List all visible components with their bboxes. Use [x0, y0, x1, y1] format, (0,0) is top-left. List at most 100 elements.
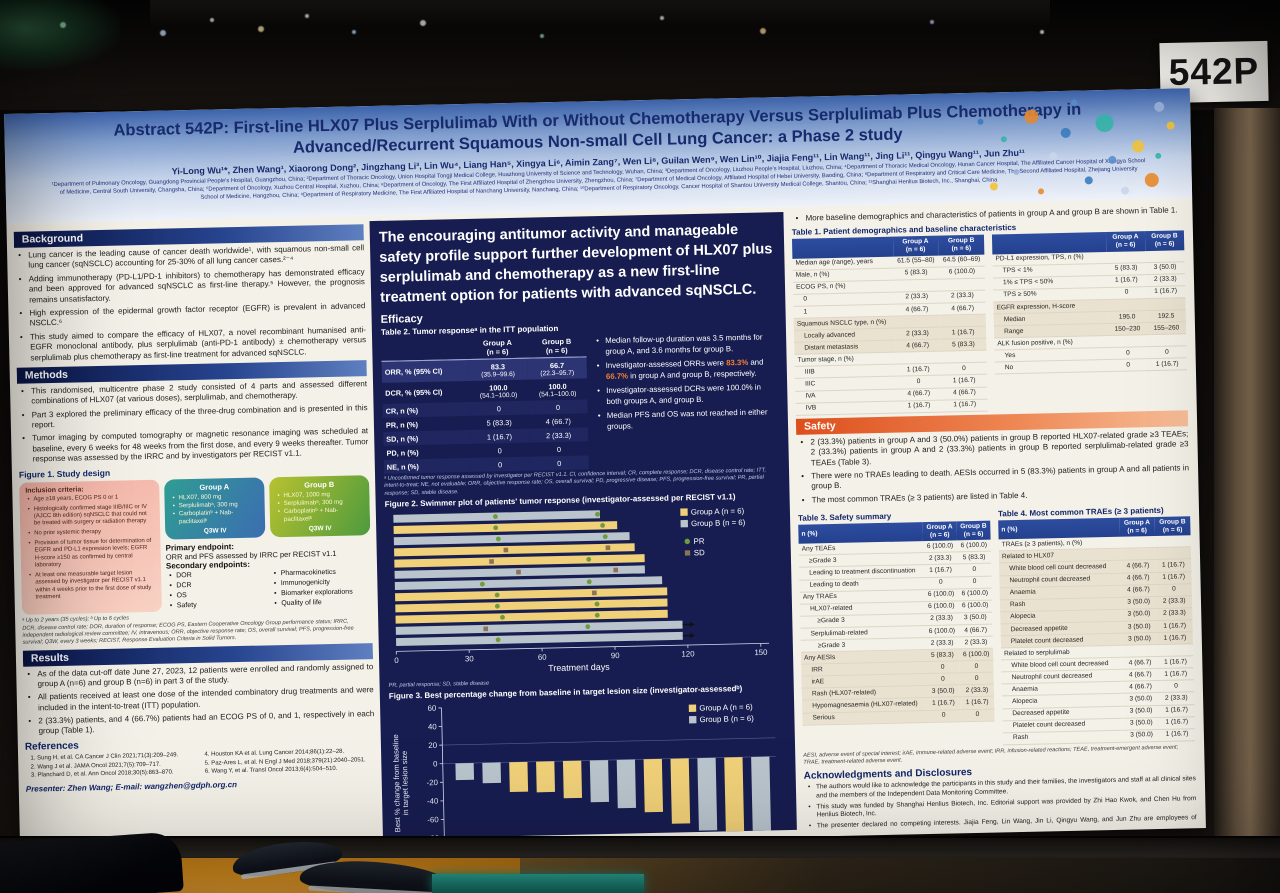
y-tick-label: -40	[427, 796, 439, 805]
common-traes-table: n (%) Group A (n = 6) Group B (n = 6) TRAEs (…	[998, 516, 1196, 745]
value-group-a: 5 (83.3)	[1106, 262, 1146, 276]
board-side-frame	[1214, 108, 1280, 848]
value-group-b: 192.5	[1146, 309, 1186, 323]
row-label: DCR, % (95% CI)	[385, 387, 443, 398]
value-group-b: 0	[556, 444, 562, 454]
secondary-endpoints-col2: Pharmacokinetics Immunogenicity Biomarke…	[271, 567, 372, 610]
value-group-b: 2 (33.3)	[939, 289, 986, 304]
floor-sign-strip	[432, 874, 644, 893]
group-a-regimen: HLX07, 800 mg Serplulimabᵃ, 300 mg Carbo…	[170, 492, 259, 526]
references-list: Sung H, et al. CA Cancer J Clin 2021;71(…	[25, 747, 375, 781]
bullet: This study aimed to compare the efficacy…	[30, 325, 367, 363]
secondary-endpoints-col1: DOR DCR OS Safety	[166, 569, 267, 612]
value-group-a: 2 (33.3)	[924, 612, 959, 626]
hall-ceiling	[0, 0, 1280, 110]
inclusion-list: Age ≥18 years, ECOG PS 0 or 1 Histologic…	[25, 493, 155, 602]
value-group-b: 1 (16.7)	[1159, 728, 1196, 742]
value-group-a: 2 (33.3)	[923, 552, 958, 566]
x-tick-label: 90	[611, 651, 621, 660]
center-panel: The encouraging antitumor activity and m…	[369, 212, 797, 839]
inclusion-item: Age ≥18 years, ECOG PS 0 or 1	[33, 493, 153, 503]
tumor-response-table: Group A (n = 6) Group B (n = 6) ORR, % (95% …	[381, 334, 589, 474]
inclusion-title: Inclusion criteria:	[25, 486, 84, 495]
ceiling-light	[660, 16, 664, 20]
value-group-a: 0	[895, 375, 942, 389]
data-table: Group A (n = 6) Group B (n = 6) ORR, % (95% …	[381, 334, 589, 474]
value-group-b: 3 (50.0)	[958, 611, 993, 625]
value-group-b: 1 (16.7)	[1158, 704, 1195, 718]
group-b-schedule: Q3W IV	[308, 524, 332, 533]
pr-marker	[585, 624, 591, 629]
value-group-a: 1 (16.7)	[923, 564, 958, 578]
column-header: Group B (n = 6)	[1154, 516, 1191, 537]
bullet: Investigator-assessed DCRs were 100.0% i…	[606, 382, 778, 407]
safety-summary-table: n (%) Group A (n = 6) Group B (n = 6) Any TEA…	[798, 520, 995, 726]
pr-marker	[586, 579, 592, 585]
ceiling-light	[352, 30, 356, 34]
dark-floor	[520, 858, 1280, 893]
pr-marker	[600, 522, 605, 528]
column-header: Group A (n = 6)	[467, 335, 528, 360]
value-group-b	[1157, 643, 1194, 657]
ceiling-light	[1040, 30, 1044, 34]
ceiling-light	[760, 28, 766, 34]
study-design-diagram: Inclusion criteria: Age ≥18 years, ECOG …	[19, 474, 372, 616]
column-header: Group B (n = 6)	[956, 520, 991, 541]
value-group-a: 3 (50.0)	[1123, 717, 1160, 731]
swimmer-bar	[395, 620, 683, 635]
bullet: Investigator-assessed ORRs were 83.3% an…	[606, 357, 778, 382]
row-label: Rash	[1002, 730, 1125, 745]
data-table: Group A (n = 6) Group B (n = 6) Median age (…	[791, 235, 988, 416]
x-axis-label: Treatment days	[548, 662, 610, 673]
x-tick-label: 120	[681, 649, 695, 658]
swimmer-bar	[393, 531, 630, 545]
value-group-b: 2 (33.3)	[1156, 595, 1193, 609]
column-header: Group B (n = 6)	[938, 235, 985, 256]
value-group-a: 3 (50.0)	[1121, 608, 1157, 622]
value-group-a	[1121, 644, 1158, 658]
waterfall-bar	[562, 760, 583, 799]
value-group-b: 5 (83.3)	[957, 551, 992, 565]
value-group-a: 0	[496, 403, 501, 413]
value-group-b: 6 (100.0)	[959, 648, 994, 662]
waterfall-bar	[751, 756, 772, 839]
value-group-a	[893, 278, 940, 292]
bullet: Median follow-up duration was 3.5 months…	[605, 332, 777, 357]
legend-label: Group B (n = 6)	[699, 714, 754, 724]
inclusion-item: No prior systemic therapy	[34, 528, 154, 538]
conference-poster: Abstract 542P: First-line HLX07 Plus Ser…	[4, 88, 1206, 854]
ongoing-arrow	[689, 621, 695, 627]
value-group-a	[1119, 547, 1156, 561]
data-table: n (%) Group A (n = 6) Group B (n = 6) TRAEs (…	[998, 516, 1196, 745]
value-group-b: 1 (16.7)	[941, 374, 988, 388]
value-group-a: 5 (83.3)	[486, 417, 512, 428]
value-group-a: 3 (50.0)	[1123, 692, 1159, 706]
swimmer-bar	[394, 576, 663, 590]
waterfall-bar	[536, 761, 555, 793]
value-group-a: 6 (100.0)	[924, 624, 959, 638]
orr-a-highlight: 83.3%	[726, 357, 749, 368]
y-tick-label: 20	[428, 741, 438, 750]
waterfall-bar	[643, 758, 664, 813]
efficacy-bullets: Median follow-up duration was 3.5 months…	[594, 332, 780, 467]
key-statement: The encouraging antitumor activity and m…	[378, 222, 773, 306]
data-table: n (%) Group A (n = 6) Group B (n = 6) Any TEA…	[798, 520, 995, 726]
group-a-title: Group A	[199, 481, 230, 492]
value-group-a	[1108, 334, 1148, 348]
common-traes-block: Table 4. Most common TRAEs (≥ 3 patients…	[998, 501, 1196, 745]
legend-label: PR	[693, 536, 704, 545]
value-group-b: 0	[959, 672, 994, 686]
value-group-b: 1 (16.7)	[1158, 716, 1195, 730]
right-column: More baseline demographics and character…	[789, 203, 1198, 829]
legend-label: SD	[694, 548, 705, 557]
y-tick-label: 60	[427, 703, 437, 712]
demographics-table-left: Group A (n = 6) Group B (n = 6) Median age (…	[791, 235, 988, 416]
group-a-box: Group A HLX07, 800 mg Serplulimabᵃ, 300 …	[164, 477, 266, 540]
swimmer-bar	[393, 520, 618, 534]
value-group-a: 100.0 (54.1–100.0)	[469, 380, 529, 402]
value-group-b: 66.7 (22.3–95.7)	[527, 357, 587, 380]
ongoing-arrow	[690, 632, 695, 639]
decorative-dot	[1037, 188, 1044, 195]
sd-marker	[605, 545, 611, 550]
